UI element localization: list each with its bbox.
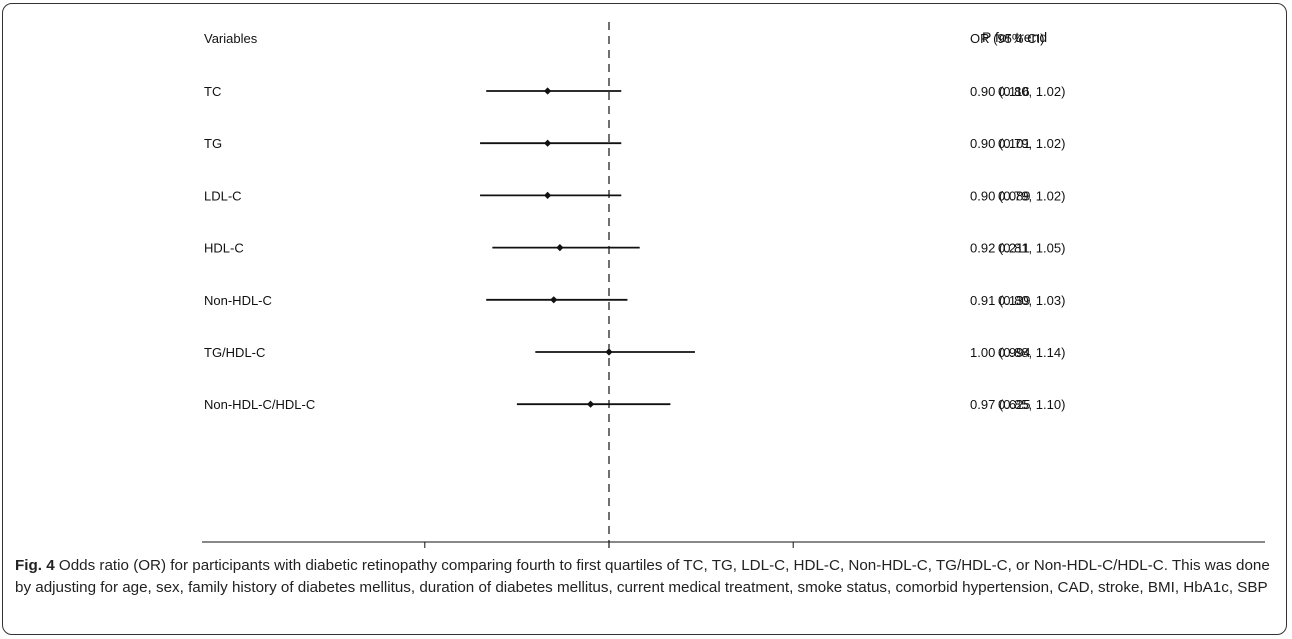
p-value: 0.089 (998, 188, 1031, 203)
or-point (556, 244, 564, 252)
p-value: 0.116 (998, 84, 1030, 99)
forest-plot: Variables OR (95% CI) P for trend TC 0.90… (202, 22, 1265, 549)
or-value: 0.92 (0.81, 1.05) (970, 241, 1065, 256)
p-value: 0.211 (998, 241, 1030, 256)
or-point (550, 296, 558, 304)
row-label: TG (204, 136, 222, 151)
row-label: Non-HDL-C (204, 293, 272, 308)
or-point (544, 191, 552, 199)
row-label: LDL-C (204, 188, 242, 203)
or-point (544, 139, 552, 147)
figure-frame: Variables OR (95% CI) P for trend TC 0.90… (2, 3, 1287, 635)
row-label: Non-HDL-C/HDL-C (204, 397, 315, 412)
or-value: 0.90 (0.80, 1.02) (970, 84, 1065, 99)
p-value: 0.625 (998, 397, 1031, 412)
header-variables: Variables (204, 31, 258, 46)
p-value: 0.139 (998, 293, 1031, 308)
figure-caption: Fig. 4 Odds ratio (OR) for participants … (15, 555, 1273, 599)
row-label: TG/HDL-C (204, 345, 265, 360)
or-value: 1.00 (0.88, 1.14) (970, 345, 1065, 360)
header-or: OR (95% CI) (970, 31, 1044, 46)
row-label: TC (204, 84, 221, 99)
figure-label: Fig. 4 (15, 557, 55, 574)
or-point (586, 400, 595, 408)
header-p: P for trend (982, 29, 1047, 45)
p-value: 0.994 (998, 345, 1031, 360)
x-axis: 0.711.3 (424, 542, 794, 548)
or-value: 0.91 (0.80, 1.03) (970, 293, 1065, 308)
caption-text: Odds ratio (OR) for participants with di… (15, 557, 1270, 596)
forest-rows: TC 0.90 (0.80, 1.02)0.116 TG 0.90 (0.79, 1.… (204, 84, 1065, 412)
or-value: 0.90 (0.79, 1.02) (970, 136, 1065, 151)
or-point (544, 87, 552, 95)
p-value: 0.101 (998, 136, 1031, 151)
or-value: 0.97 (0.85, 1.10) (970, 397, 1065, 412)
row-label: HDL-C (204, 241, 244, 256)
or-value: 0.90 (0.79, 1.02) (970, 188, 1065, 203)
